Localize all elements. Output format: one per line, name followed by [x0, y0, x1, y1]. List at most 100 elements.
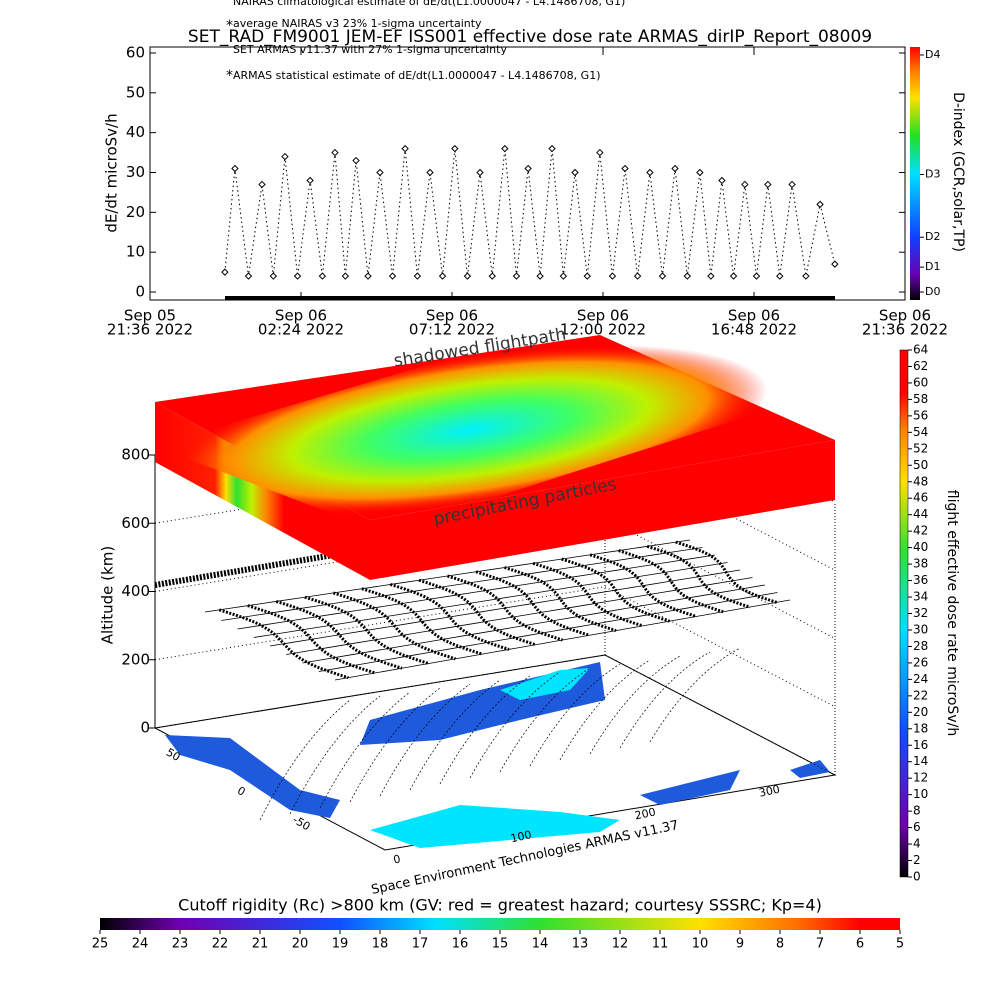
- grid-line: [154, 654, 836, 776]
- y-tick-label: 0: [135, 283, 145, 301]
- colorbar-tick-label: 0: [913, 870, 921, 884]
- data-point: [658, 272, 667, 280]
- data-point: [501, 144, 509, 153]
- colorbar-tick-label: 15: [492, 937, 509, 952]
- data-point: [646, 168, 654, 177]
- colorbar-tick-label: 7: [816, 937, 824, 952]
- x-tick-label: 07:12 2022: [409, 321, 495, 339]
- data-point: [536, 272, 544, 280]
- data-point: [802, 272, 810, 280]
- d-index-bar: [910, 47, 920, 300]
- x-tick-label: Sep 06: [728, 307, 780, 325]
- data-point: [388, 272, 397, 280]
- y-tick-label: 50: [126, 83, 145, 101]
- colorbar-tick-label: 56: [913, 408, 928, 422]
- flight-track: [286, 577, 753, 655]
- y-tick-label: 20: [126, 203, 145, 221]
- data-point: [583, 272, 591, 280]
- colorbar-tick-label: 18: [913, 721, 928, 735]
- x-tick-label: 300: [758, 783, 781, 800]
- colorbar-tick-label: 58: [913, 392, 928, 406]
- flight-track: [589, 553, 697, 618]
- data-point: [331, 148, 339, 157]
- ground-track: [259, 699, 351, 821]
- colorbar-label: D-index (GCR,solar,TP): [950, 92, 966, 252]
- data-point: [831, 260, 839, 268]
- colorbar-tick-label: 25: [92, 937, 109, 952]
- map-land: [165, 735, 340, 818]
- flight-track: [304, 595, 430, 665]
- legend-entry: ARMAS statistical estimate of dE/dt(L1.0…: [233, 69, 600, 82]
- colorbar-tick-label: 26: [913, 655, 928, 669]
- colorbar-title: Cutoff rigidity (Rc) >800 km (GV: red = …: [178, 896, 822, 915]
- x-tick-label: 100: [509, 828, 532, 845]
- colorbar-tick-label: 64: [913, 343, 928, 357]
- flight-track: [561, 557, 671, 623]
- colorbar-tick-label: 22: [212, 937, 229, 952]
- data-point: [707, 272, 715, 280]
- data-point: [621, 164, 629, 173]
- ground-track: [619, 651, 711, 749]
- data-point: [571, 168, 579, 177]
- data-point: [352, 156, 360, 165]
- colorbar-tick-label: 46: [913, 491, 928, 505]
- ground-track: [469, 671, 561, 779]
- ground-track: [589, 655, 681, 755]
- grid-line: [154, 586, 836, 708]
- colorbar-tick-label: 28: [913, 639, 928, 653]
- colorbar-tick-label: 6: [913, 820, 921, 834]
- ground-track: [319, 691, 411, 809]
- data-point: [258, 180, 266, 189]
- data-point: [764, 180, 772, 189]
- ground-track: [409, 679, 501, 791]
- y-tick-label: 30: [126, 163, 145, 181]
- data-point: [608, 272, 617, 280]
- data-point: [293, 272, 302, 280]
- data-point: [741, 180, 749, 189]
- flight-track: [218, 608, 349, 680]
- ground-track: [529, 663, 621, 767]
- data-point: [306, 176, 314, 185]
- data-point: [752, 272, 761, 280]
- data-point: [244, 272, 253, 280]
- colorbar-tick-label: 23: [172, 937, 189, 952]
- z-tick-label: 200: [121, 650, 150, 668]
- y-tick-label: 40: [126, 123, 145, 141]
- y-tick-label: 10: [126, 243, 145, 261]
- colorbar-tick-label: D3: [925, 167, 940, 180]
- colorbar-tick-label: 21: [252, 937, 269, 952]
- colorbar-tick-label: 10: [913, 787, 928, 801]
- colorbar-tick-label: 12: [612, 937, 629, 952]
- data-point: [633, 272, 642, 280]
- colorbar-tick-label: 18: [372, 937, 389, 952]
- data-point: [512, 272, 521, 280]
- data-point: [426, 168, 434, 177]
- data-point: [413, 272, 422, 280]
- dose-colorbar: [899, 349, 909, 878]
- colorbar-tick-label: 8: [913, 804, 921, 818]
- map-land: [500, 668, 590, 700]
- data-point: [438, 272, 447, 280]
- flight-track: [532, 561, 644, 628]
- map-land: [640, 770, 740, 805]
- x-tick-label: 21:36 2022: [107, 321, 193, 339]
- legend-note: SET ARMAS v11.37 with 27% 1-sigma uncert…: [233, 43, 507, 56]
- data-point: [718, 176, 726, 185]
- flight-track: [447, 574, 563, 642]
- colorbar-tick-label: 8: [776, 937, 784, 952]
- colorbar-tick-label: 10: [692, 937, 709, 952]
- colorbar-tick-label: D4: [925, 48, 940, 61]
- colorbar-tick-label: D0: [925, 285, 940, 298]
- x-tick-label: Sep 06: [275, 307, 327, 325]
- x-tick-label: 200: [634, 805, 657, 822]
- colorbar-tick-label: 13: [572, 937, 589, 952]
- data-point: [488, 272, 496, 280]
- data-point: [816, 200, 824, 209]
- data-point: [221, 268, 229, 276]
- colorbar-tick-label: 16: [452, 937, 469, 952]
- colorbar-tick-label: 17: [412, 937, 429, 952]
- x-tick-label: 12:00 2022: [560, 321, 646, 339]
- x-tick-label: 16:48 2022: [711, 321, 797, 339]
- legend-symbol: *: [226, 18, 233, 34]
